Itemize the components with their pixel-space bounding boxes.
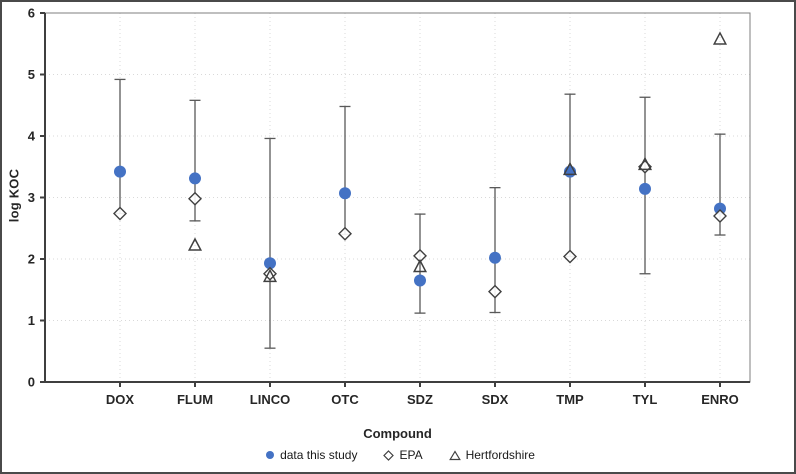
y-tick-label: 5	[28, 67, 35, 82]
y-tick-label: 2	[28, 252, 35, 267]
filled-circle-icon	[265, 450, 275, 460]
legend-label: data this study	[280, 448, 358, 462]
data-point-diamond	[338, 226, 352, 241]
data-point-triangle	[187, 237, 203, 251]
y-tick-label: 0	[28, 375, 35, 390]
data-point-circle	[264, 257, 276, 270]
data-point-circle	[339, 187, 351, 200]
open-triangle-icon	[448, 449, 461, 461]
x-tick-label: SDZ	[407, 392, 433, 407]
legend-item-hertfordshire: Hertfordshire	[448, 448, 535, 462]
x-tick-label: TYL	[633, 392, 658, 407]
data-point-circle	[714, 202, 726, 215]
x-tick-label: FLUM	[177, 392, 213, 407]
data-point-triangle	[262, 268, 278, 283]
data-point-circle	[414, 274, 426, 287]
x-axis-title: Compound	[363, 426, 432, 441]
data-point-diamond	[113, 206, 127, 221]
data-point-triangle	[562, 161, 578, 176]
y-axis-title: log KOC	[6, 168, 22, 223]
x-tick-label: DOX	[106, 392, 135, 407]
legend-label: EPA	[399, 448, 423, 462]
y-tick-label: 6	[28, 6, 35, 21]
data-point-circle	[489, 251, 501, 264]
data-point-circle	[189, 172, 201, 185]
data-point-triangle	[712, 31, 728, 45]
y-tick-label: 1	[28, 313, 35, 328]
x-tick-label: TMP	[556, 392, 584, 407]
data-point-circle	[639, 182, 651, 195]
legend-label: Hertfordshire	[465, 448, 535, 462]
data-point-triangle	[637, 156, 653, 171]
y-tick-label: 4	[28, 129, 36, 144]
open-diamond-icon	[383, 449, 395, 461]
chart-legend: data this study EPA Hertfordshire	[2, 448, 794, 462]
data-point-diamond	[563, 249, 577, 264]
legend-item-data-this-study: data this study	[265, 448, 357, 462]
data-point-diamond	[188, 191, 202, 206]
data-point-diamond	[488, 284, 502, 299]
data-point-diamond	[713, 208, 727, 223]
x-tick-label: OTC	[331, 392, 359, 407]
data-point-triangle	[412, 258, 428, 273]
legend-item-epa: EPA	[383, 448, 423, 462]
y-tick-label: 3	[28, 190, 35, 205]
x-tick-label: LINCO	[250, 392, 290, 407]
x-tick-label: SDX	[482, 392, 509, 407]
data-point-circle	[114, 165, 126, 178]
x-tick-label: ENRO	[701, 392, 739, 407]
